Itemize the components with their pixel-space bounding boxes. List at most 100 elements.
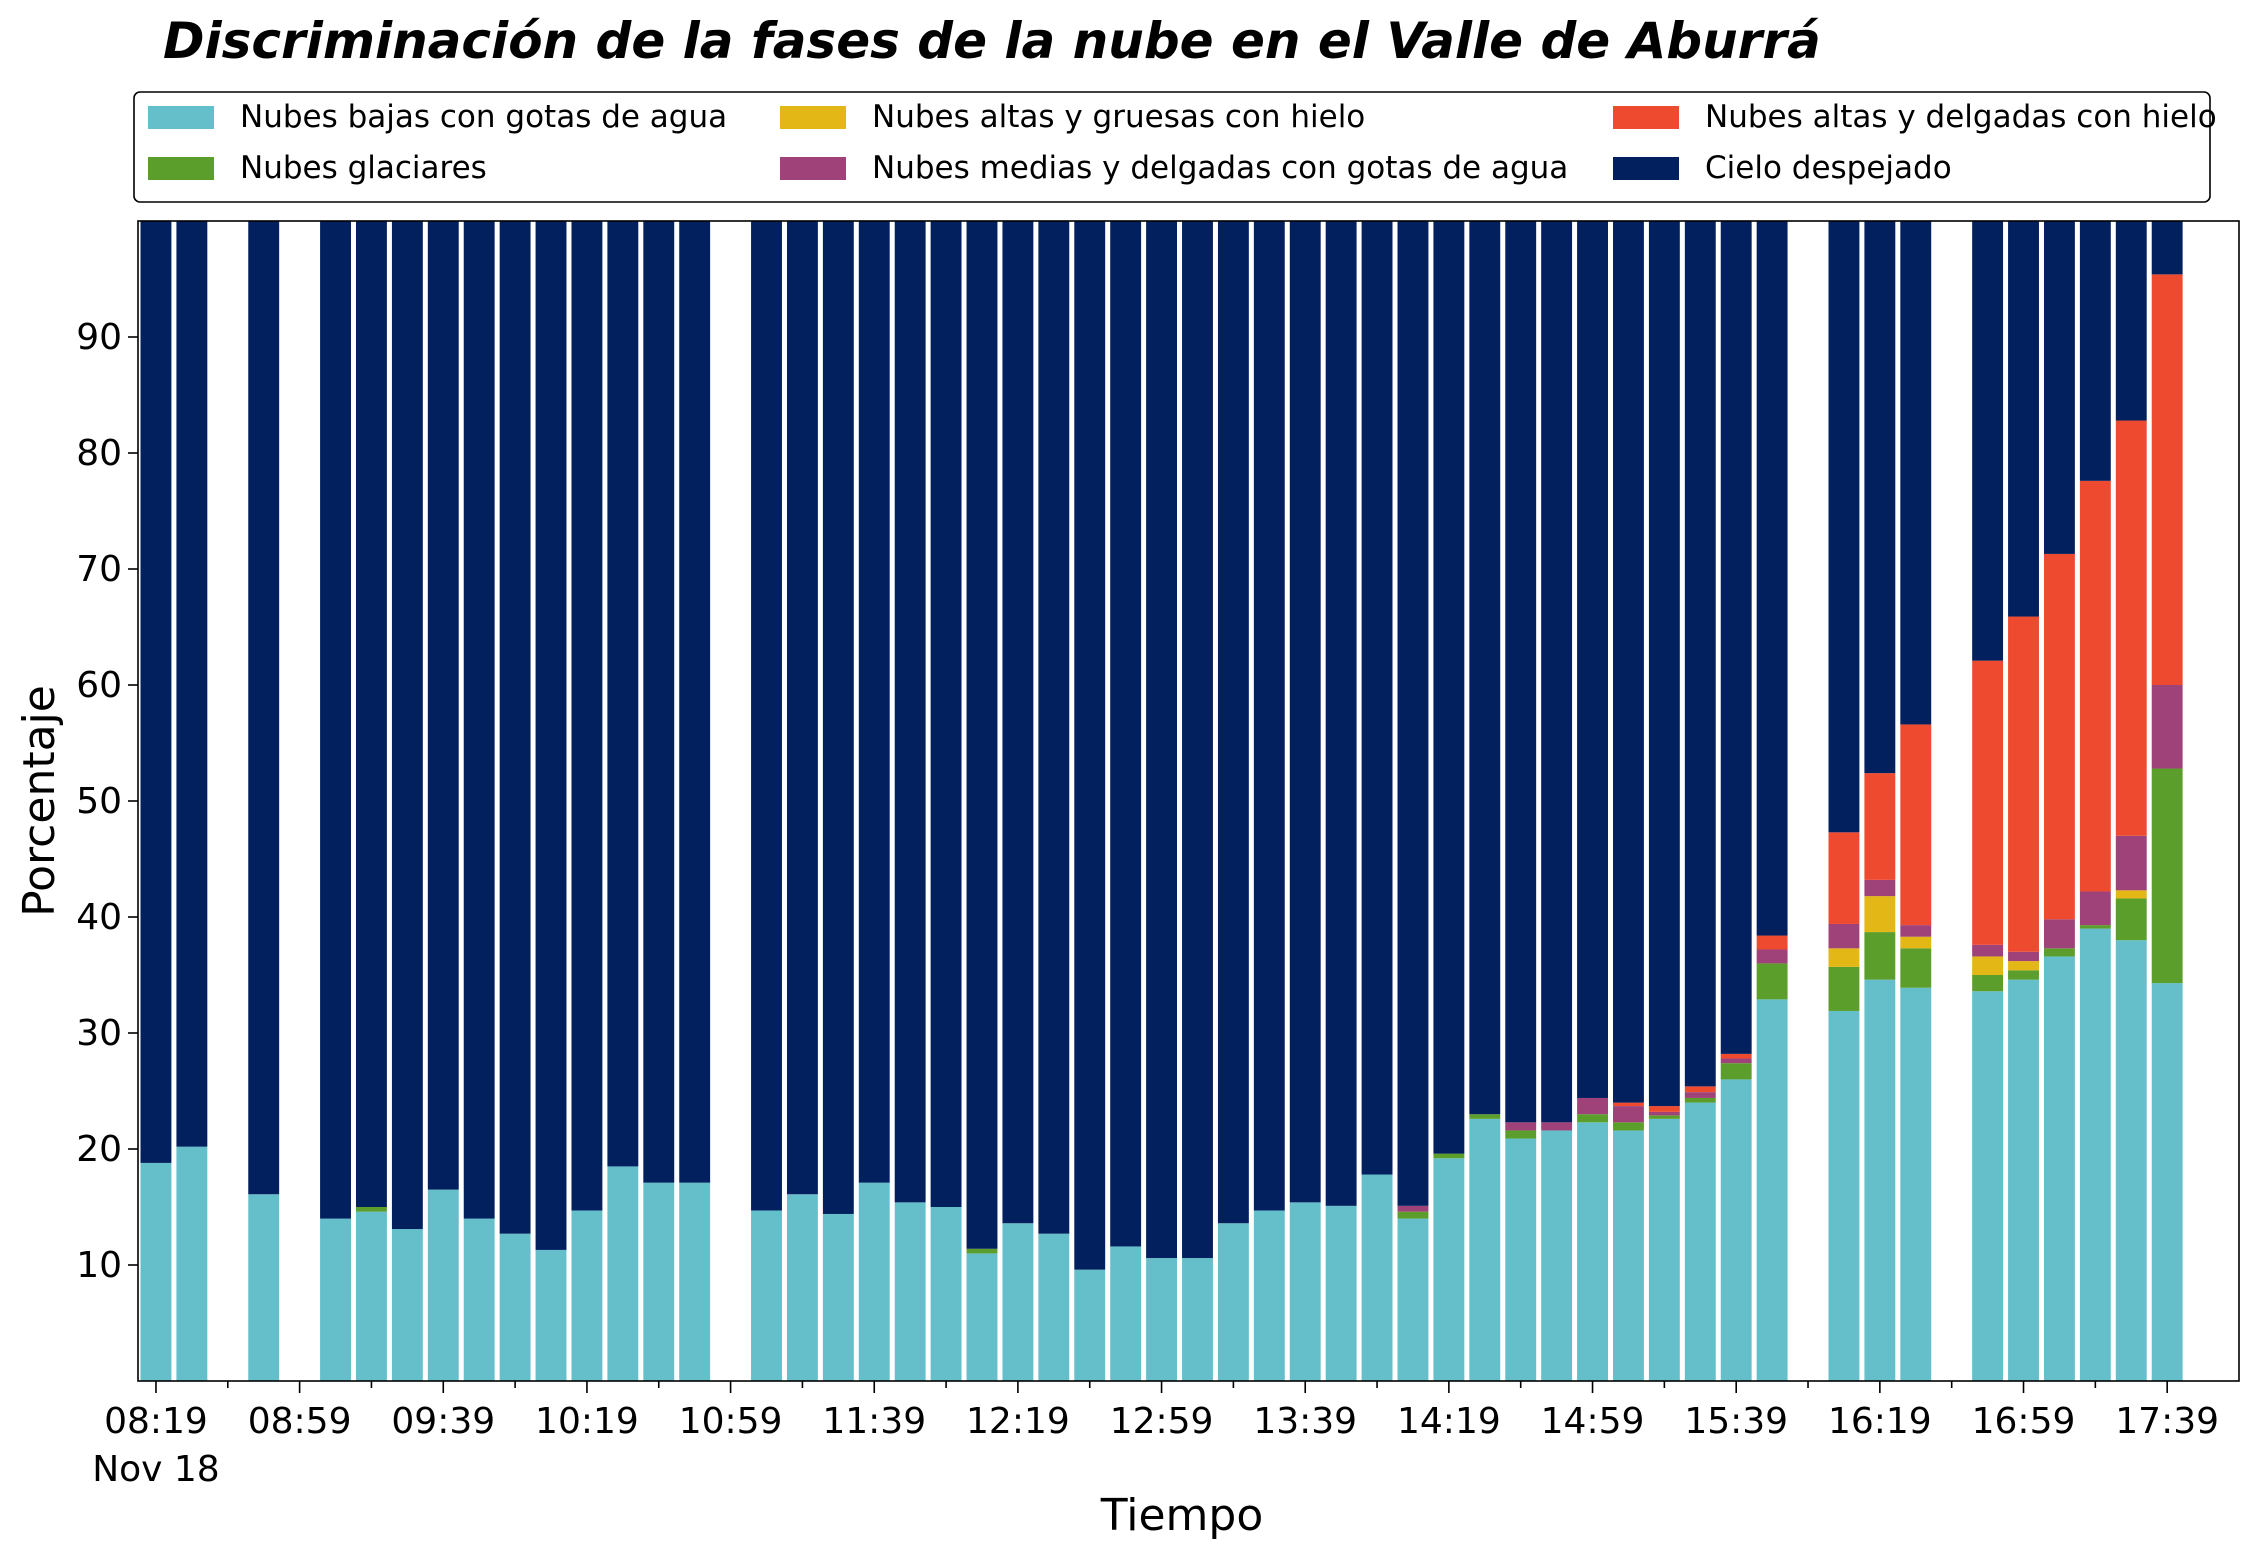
bar-segment-clear [499,221,531,1234]
bar-segment-mid_thin [1900,925,1932,937]
y-tick-label: 70 [76,549,122,590]
bar-segment-glacier [2151,768,2183,984]
legend-swatch [780,106,846,129]
bar-segment-low [1182,1258,1213,1381]
bar-group-33 [1433,221,1465,1381]
bar-segment-low [391,1229,423,1381]
bar-group-28 [1253,221,1285,1381]
bar-segment-clear [1289,221,1321,1203]
bar-segment-glacier [1756,963,1788,1000]
bar-group-29 [1289,221,1321,1381]
bar-segment-mid_thin [1720,1058,1752,1064]
bar-segment-high_thin [2115,420,2147,836]
x-tick-sublabel: Nov 18 [92,1449,220,1490]
bar-segment-low [894,1202,926,1381]
bar-segment-glacier [356,1207,387,1212]
bar-segment-clear [1469,221,1501,1115]
bar-segment-high_thick [1828,948,1860,967]
bar-segment-clear [2043,221,2075,554]
legend-label: Nubes altas y delgadas con hielo [1705,99,2217,135]
bar-segment-clear [2151,221,2183,275]
bar-segment-clear [2115,221,2147,421]
y-tick-label: 30 [76,1013,122,1054]
plot-area: 10 20 30 40 50 60 70 80 90 08:19 Nov 18 08:59 09:39… [76,220,2240,1490]
x-tick-label: 11:39 [822,1401,926,1442]
y-tick-label: 10 [76,1245,122,1286]
bar-segment-low [1433,1158,1465,1381]
bar-segment-low [1002,1223,1034,1381]
x-tick-label: 12:59 [1110,1401,1214,1442]
bar-segment-mid_thin [2079,891,2111,926]
legend-frame [133,91,2211,203]
bar-segment-high_thick [1972,956,2004,975]
bar-group-47 [2008,221,2039,1381]
bar-segment-low [2151,983,2183,1381]
x-tick-label: 08:59 [248,1401,352,1442]
bar-segment-low [1972,991,2004,1381]
bar-segment-clear [1828,221,1860,833]
bar-segment-glacier [1972,975,2004,992]
y-tick-label: 80 [76,433,122,474]
y-tick-label: 40 [76,897,122,938]
bar-group-35 [1505,221,1537,1381]
bar-segment-low [1613,1130,1644,1381]
bar-segment-mid_thin [1684,1092,1716,1098]
bar-group-50 [2115,221,2147,1381]
bar-segment-low [2008,979,2039,1381]
bar-segment-clear [679,221,711,1183]
bar-segment-low [427,1189,459,1381]
legend-item-mid_thin: Nubes medias y delgadas con gotas de agu… [780,150,1568,186]
bar-segment-low [1900,987,1932,1381]
bar-segment-low [2079,928,2111,1381]
bar-group-0 [140,221,172,1381]
bar-segment-low [1684,1102,1716,1381]
bar-segment-clear [1684,221,1716,1087]
bar-segment-glacier [1397,1211,1429,1219]
bar-segment-high_thick [2008,961,2039,971]
bar-group-8 [499,221,531,1381]
bar-segment-high_thin [1864,773,1896,880]
bar-group-14 [751,221,782,1381]
bar-segment-clear [356,221,387,1207]
bar-segment-clear [1182,221,1213,1259]
bar-group-46 [1972,221,2004,1381]
bar-segment-low [858,1182,890,1381]
bar-segment-clear [1038,221,1070,1234]
bar-segment-low [535,1249,567,1381]
bar-segment-low [643,1182,675,1381]
bar-segment-clear [140,221,172,1163]
bar-segment-high_thin [1648,1106,1680,1112]
bar-segment-glacier [1900,948,1932,988]
bar-segment-glacier [2008,970,2039,980]
bars [140,221,2183,1381]
bar-segment-glacier [1577,1114,1608,1123]
bar-segment-clear [1900,221,1932,725]
bar-segment-mid_thin [1397,1205,1429,1212]
bar-segment-clear [858,221,890,1183]
legend-swatch [1613,106,1679,129]
bar-segment-glacier [1864,932,1896,980]
bar-group-42 [1756,221,1788,1381]
bar-group-9 [535,221,567,1381]
bar-segment-low [463,1218,495,1381]
y-tick-label: 90 [76,317,122,358]
bar-segment-low [320,1218,351,1381]
bar-segment-high_thin [2079,480,2111,892]
bar-group-25 [1146,221,1178,1381]
bar-segment-low [248,1194,280,1381]
bar-group-20 [966,221,998,1381]
bar-segment-low [607,1166,639,1381]
y-axis-label: Porcentaje [14,685,65,917]
bar-segment-clear [1756,221,1788,936]
bar-segment-clear [966,221,998,1249]
bar-segment-glacier [1613,1122,1644,1131]
bar-segment-mid_thin [1972,944,2004,957]
legend-swatch [780,157,846,180]
bar-segment-mid_thin [1541,1122,1573,1131]
x-tick-label: 09:39 [391,1401,495,1442]
bar-segment-glacier [1505,1130,1537,1139]
bar-segment-clear [1505,221,1537,1123]
bar-group-32 [1397,221,1429,1381]
bar-group-40 [1684,221,1716,1381]
bar-segment-clear [1433,221,1465,1154]
